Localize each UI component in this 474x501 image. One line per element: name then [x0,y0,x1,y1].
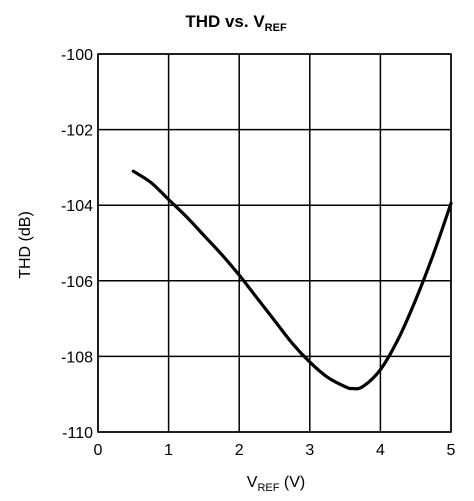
x-axis-label: VREF (V) [247,474,305,494]
x-tick-label: 0 [94,442,103,459]
grid [97,53,452,433]
chart-title: THD vs. VREF [185,12,287,34]
title-main: THD vs. V [185,12,265,31]
x-tick-label: 5 [447,442,456,459]
title-subscript: REF [265,22,287,34]
x-tick-label: 4 [376,442,385,459]
x-tick-label: 3 [305,442,314,459]
y-tick-label: -104 [61,198,93,215]
y-tick-label: -102 [61,123,93,140]
series-line [131,169,453,391]
y-tick-label: -108 [61,349,93,366]
series-group [131,169,453,391]
x-label-main: V [247,474,258,491]
x-label-subscript: REF [257,482,279,494]
y-axis-label: THD (dB) [17,211,34,279]
y-tick-label: -110 [62,425,93,442]
plot-frame [97,53,452,433]
y-tick-label: -100 [61,47,93,64]
y-tick-label: -106 [61,274,93,291]
x-tick-label: 1 [164,442,173,459]
y-tick-labels: -100 -102 -104 -106 -108 -110 [61,47,93,442]
x-tick-labels: 0 1 2 3 4 5 [94,442,456,459]
x-label-unit: (V) [279,474,305,491]
x-tick-label: 2 [235,442,244,459]
